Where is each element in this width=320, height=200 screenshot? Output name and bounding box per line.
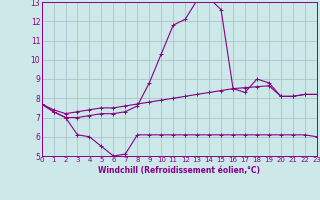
X-axis label: Windchill (Refroidissement éolien,°C): Windchill (Refroidissement éolien,°C) <box>98 166 260 175</box>
